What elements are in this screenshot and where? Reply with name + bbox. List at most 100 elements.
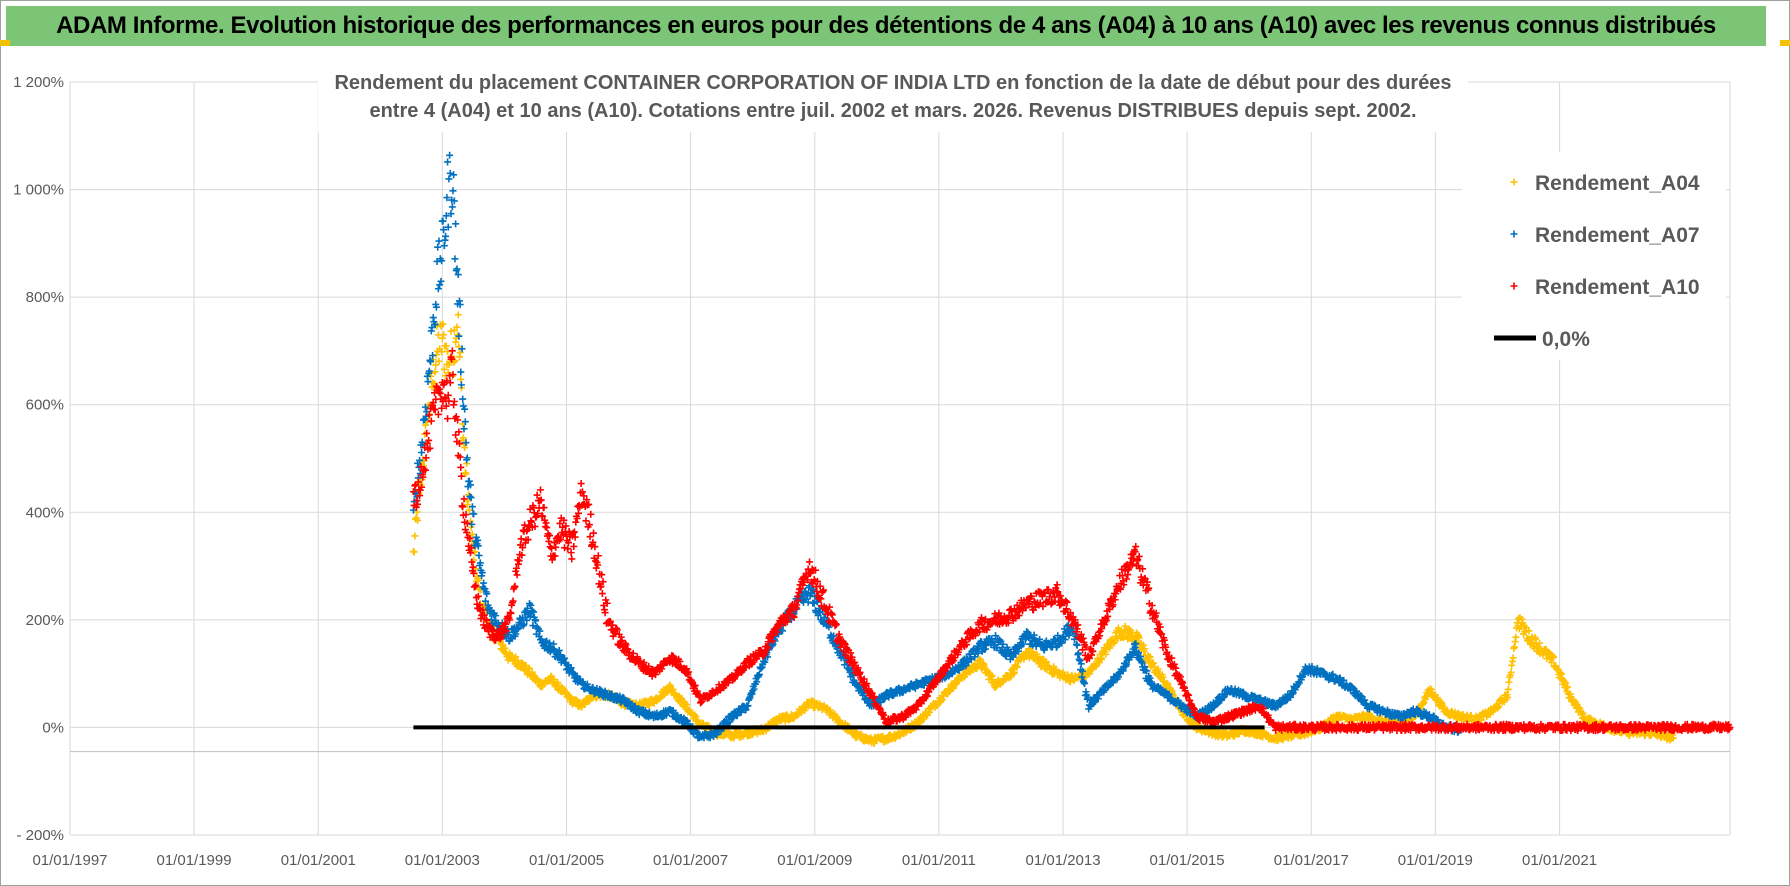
- data-point: [525, 665, 533, 673]
- data-point: [438, 257, 446, 265]
- y-tick-label: 1 200%: [13, 74, 64, 91]
- data-point: [1550, 653, 1558, 661]
- data-point: [520, 620, 528, 628]
- x-tick-label: 01/01/2021: [1522, 852, 1597, 869]
- data-point: [550, 640, 558, 648]
- data-point: [440, 365, 448, 373]
- data-point: [461, 418, 469, 426]
- data-point: [573, 672, 581, 680]
- data-point: [1013, 663, 1021, 671]
- data-point: [460, 425, 468, 433]
- data-point: [529, 622, 537, 630]
- data-point: [438, 334, 446, 342]
- data-point: [590, 529, 598, 537]
- data-point: [554, 679, 562, 687]
- data-point: [440, 331, 448, 339]
- data-point: [598, 590, 606, 598]
- data-point: [454, 311, 462, 319]
- data-point: [435, 357, 443, 365]
- data-point: [449, 187, 457, 195]
- x-tick-label: 01/01/2013: [1026, 852, 1101, 869]
- data-point: [1075, 649, 1083, 657]
- data-point: [1098, 655, 1106, 663]
- data-point: [1507, 668, 1515, 676]
- data-point: [557, 651, 565, 659]
- data-point: [442, 342, 450, 350]
- data-point: [470, 510, 478, 518]
- data-point: [427, 358, 435, 366]
- header-accent-right: [1780, 40, 1790, 46]
- data-point: [475, 551, 483, 559]
- x-tick-label: 01/01/1997: [32, 852, 107, 869]
- data-point: [411, 532, 419, 540]
- data-point: [976, 655, 984, 663]
- data-point: [435, 237, 443, 245]
- data-point: [468, 503, 476, 511]
- data-point: [432, 303, 440, 311]
- data-point: [442, 212, 450, 220]
- data-point: [577, 480, 585, 488]
- x-axis: 01/01/1997 01/01/1999 01/01/2001 01/01/2003…: [32, 751, 1730, 869]
- data-point: [567, 549, 575, 557]
- data-point: [468, 520, 476, 528]
- data-point: [459, 395, 467, 403]
- x-tick-label: 01/01/2019: [1398, 852, 1473, 869]
- data-point: [482, 597, 490, 605]
- data-point: [462, 439, 470, 447]
- data-point: [465, 506, 473, 514]
- data-point: [432, 361, 440, 369]
- data-point: [442, 232, 450, 240]
- data-point: [434, 285, 442, 293]
- data-point: [467, 481, 475, 489]
- data-point: [552, 543, 560, 551]
- data-point: [492, 612, 500, 620]
- data-point: [463, 454, 471, 462]
- data-point: [461, 444, 469, 452]
- x-tick-label: 01/01/2007: [653, 852, 728, 869]
- x-tick-label: 01/01/2009: [777, 852, 852, 869]
- data-point: [450, 397, 458, 405]
- data-point: [1010, 668, 1018, 676]
- header-bar: ADAM Informe. Evolution historique des p…: [6, 6, 1766, 46]
- data-point: [537, 486, 545, 494]
- data-point: [465, 477, 473, 485]
- data-point: [448, 203, 456, 211]
- data-point: [476, 559, 484, 567]
- data-point: [464, 497, 472, 505]
- data-point: [440, 226, 448, 234]
- data-point: [448, 347, 456, 355]
- data-point: [414, 516, 422, 524]
- data-point: [456, 349, 464, 357]
- data-point: [453, 323, 461, 331]
- data-point: [512, 630, 520, 638]
- y-tick-label: 400%: [26, 504, 64, 521]
- data-point: [528, 607, 536, 615]
- data-point: [474, 542, 482, 550]
- data-point: [444, 415, 452, 423]
- data-point: [1504, 693, 1512, 701]
- data-point: [457, 368, 465, 376]
- data-point: [444, 158, 452, 166]
- data-point: [568, 555, 576, 563]
- data-point: [457, 381, 465, 389]
- data-point: [1564, 683, 1572, 691]
- data-point: [451, 255, 459, 263]
- data-point: [453, 265, 461, 273]
- y-tick-label: - 200%: [16, 827, 64, 844]
- data-point: [523, 616, 531, 624]
- y-axis: - 200%0%200%400%600%800%1 000%1 200%: [13, 74, 64, 844]
- data-point: [483, 590, 491, 598]
- data-point: [431, 320, 439, 328]
- x-tick-label: 01/01/2005: [529, 852, 604, 869]
- data-point: [543, 524, 551, 532]
- data-point: [439, 217, 447, 225]
- data-point: [1504, 685, 1512, 693]
- data-point: [421, 403, 429, 411]
- data-point: [429, 351, 437, 359]
- data-point: [1135, 634, 1143, 642]
- y-tick-label: 0%: [42, 719, 64, 736]
- data-point: [1042, 658, 1050, 666]
- data-point: [461, 405, 469, 413]
- data-point: [570, 542, 578, 550]
